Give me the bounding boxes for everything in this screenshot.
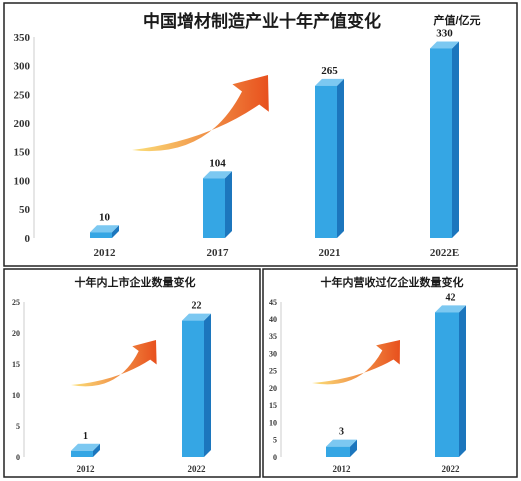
bar-top xyxy=(435,305,466,313)
main-chart-unit: 产值/亿元 xyxy=(433,13,480,27)
x-tick-label: 2022 xyxy=(442,464,461,474)
bar-side xyxy=(225,171,232,238)
chart-listed-companies: 0 5 10 15 20 25 1 2012 22 2022 xyxy=(12,298,211,474)
bar xyxy=(435,312,459,457)
data-label: 42 xyxy=(446,292,456,303)
bar-side xyxy=(350,439,357,457)
x-tick-label: 2017 xyxy=(207,247,230,259)
panel-frame-listed xyxy=(3,268,261,478)
data-label: 3 xyxy=(339,427,344,438)
y-tick-label: 35 xyxy=(269,332,277,341)
bar-top xyxy=(203,171,232,179)
y-tick-label: 350 xyxy=(14,32,31,44)
y-tick-label: 5 xyxy=(273,436,277,445)
y-tick-label: 20 xyxy=(269,384,277,393)
data-label: 104 xyxy=(209,157,226,169)
data-label: 10 xyxy=(99,211,111,223)
bar-top xyxy=(430,41,459,49)
y-tick-label: 200 xyxy=(14,118,31,130)
y-tick-label: 300 xyxy=(14,61,31,73)
bar-top xyxy=(326,439,357,447)
y-tick-label: 250 xyxy=(14,89,31,101)
bar-top xyxy=(71,443,100,451)
data-label: 265 xyxy=(321,65,338,77)
y-tick-label: 100 xyxy=(14,175,31,187)
y-tick-label: 45 xyxy=(269,298,277,307)
y-tick-label: 30 xyxy=(269,349,277,358)
trend-arrow-icon xyxy=(312,340,400,385)
listed-chart-title: 十年内上市企业数量变化 xyxy=(75,275,196,289)
y-tick-label: 25 xyxy=(12,298,20,307)
y-tick-label: 0 xyxy=(25,233,31,245)
revenue-chart-title: 十年内营收过亿企业数量变化 xyxy=(321,275,464,289)
bar-top xyxy=(90,225,119,233)
data-label: 22 xyxy=(192,301,202,312)
bar-side xyxy=(204,313,211,457)
main-chart-title: 中国增材制造产业十年产值变化 xyxy=(143,11,381,31)
y-tick-label: 15 xyxy=(12,360,20,369)
y-tick-label: 150 xyxy=(14,147,31,159)
y-tick-label: 20 xyxy=(12,329,20,338)
data-label: 1 xyxy=(83,431,88,442)
x-tick-label: 2012 xyxy=(333,464,352,474)
x-tick-label: 2022E xyxy=(430,247,459,259)
y-tick-label: 10 xyxy=(269,418,277,427)
bar xyxy=(430,48,452,238)
bar-side xyxy=(337,78,344,238)
y-tick-label: 0 xyxy=(16,453,20,462)
x-tick-label: 2012 xyxy=(94,247,117,259)
x-tick-label: 2021 xyxy=(319,247,341,259)
trend-arrow-icon xyxy=(132,75,269,152)
panel-frame-revenue xyxy=(262,268,518,478)
x-tick-label: 2012 xyxy=(77,464,96,474)
y-tick-label: 40 xyxy=(269,315,277,324)
bar xyxy=(182,320,204,457)
bar xyxy=(71,450,93,457)
panel-frame-main xyxy=(3,2,518,267)
bar-side xyxy=(452,41,459,238)
chart-output-value: 0 50 100 150 200 250 300 350 10 2012 104 2017 265 202… xyxy=(14,27,460,259)
y-tick-label: 0 xyxy=(273,453,277,462)
bar-side xyxy=(112,225,119,238)
bar-side xyxy=(93,443,100,457)
bar xyxy=(315,85,337,238)
bar xyxy=(203,178,225,238)
bar-top xyxy=(182,313,211,321)
chart-revenue-companies: 0 5 10 15 20 25 30 35 40 45 3 2012 42 2022 xyxy=(269,292,466,474)
y-tick-label: 50 xyxy=(19,204,31,216)
bar xyxy=(90,232,112,238)
bar-side xyxy=(459,305,466,457)
x-tick-label: 2022 xyxy=(188,464,207,474)
y-tick-label: 25 xyxy=(269,367,277,376)
trend-arrow-icon xyxy=(71,340,157,387)
bar xyxy=(326,446,350,457)
y-tick-label: 5 xyxy=(16,422,20,431)
y-tick-label: 10 xyxy=(12,391,20,400)
data-label: 330 xyxy=(436,27,453,39)
y-tick-label: 15 xyxy=(269,401,277,410)
bar-top xyxy=(315,78,344,86)
